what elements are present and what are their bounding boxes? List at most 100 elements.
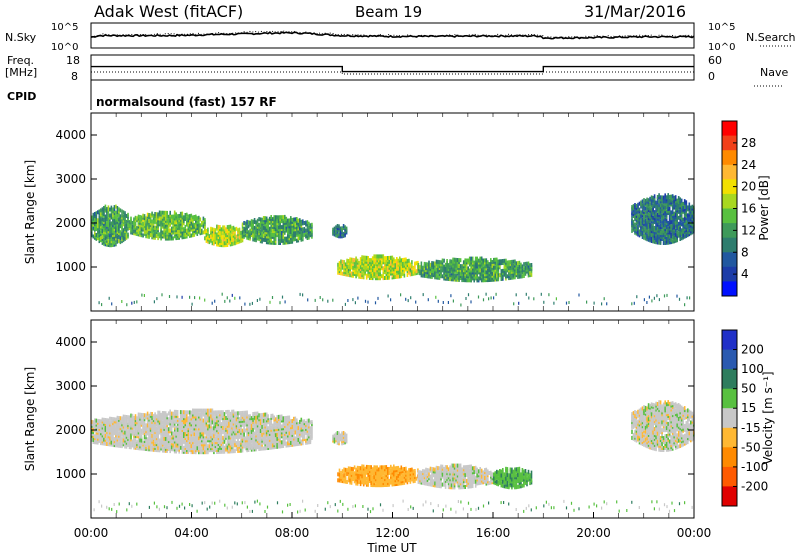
data-cell	[253, 225, 256, 230]
data-cell	[456, 258, 459, 262]
data-cell	[217, 238, 220, 243]
data-cell	[468, 256, 471, 261]
data-cell	[252, 427, 254, 432]
data-cell	[634, 210, 636, 215]
data-cell	[181, 295, 183, 299]
data-cell	[644, 198, 647, 203]
data-cell	[270, 232, 272, 237]
data-cell	[101, 217, 104, 222]
data-cell	[237, 238, 239, 243]
data-cell	[379, 272, 381, 277]
data-cell	[181, 211, 184, 216]
data-cell	[241, 234, 244, 239]
data-cell	[647, 212, 650, 217]
data-cell	[414, 271, 416, 276]
data-cell	[349, 273, 351, 278]
data-cell	[243, 226, 245, 231]
data-cell	[133, 229, 135, 234]
data-cell	[294, 223, 297, 228]
data-cell	[161, 230, 164, 235]
data-cell	[157, 442, 159, 447]
data-cell	[214, 424, 217, 429]
data-cell	[336, 224, 339, 228]
data-cell	[222, 435, 224, 440]
data-cell	[265, 224, 268, 229]
data-cell	[374, 266, 377, 271]
data-cell	[635, 203, 638, 208]
data-cell	[689, 296, 691, 300]
data-cell	[139, 438, 141, 443]
data-cell	[169, 232, 171, 237]
data-cell	[91, 223, 93, 228]
data-cell	[428, 270, 430, 275]
data-cell	[115, 234, 117, 239]
data-cell	[677, 231, 680, 236]
data-cell	[643, 233, 645, 238]
data-cell	[153, 300, 155, 304]
data-cell	[521, 264, 524, 269]
data-cell	[127, 440, 129, 445]
data-cell	[252, 219, 254, 224]
data-cell	[303, 232, 306, 237]
data-cell	[167, 427, 170, 432]
data-cell	[107, 418, 110, 423]
data-cell	[121, 213, 123, 218]
data-cell	[143, 214, 146, 219]
data-cell	[240, 438, 242, 443]
data-cell	[249, 228, 251, 233]
data-cell	[201, 408, 203, 413]
data-cell	[181, 433, 184, 438]
data-cell	[509, 270, 512, 274]
data-cell	[181, 231, 184, 236]
data-cell	[235, 234, 238, 239]
data-cell	[226, 225, 229, 230]
data-cell	[172, 236, 174, 241]
data-cell	[244, 410, 247, 415]
data-cell	[346, 272, 348, 277]
data-cell	[198, 444, 200, 449]
data-cell	[231, 293, 233, 297]
data-cell	[202, 224, 205, 229]
data-cell	[255, 226, 257, 231]
data-cell	[178, 429, 180, 434]
data-cell	[362, 273, 365, 278]
data-cell	[100, 419, 102, 424]
data-cell	[175, 409, 177, 414]
data-cell	[142, 233, 144, 238]
data-cell	[655, 200, 657, 205]
data-cell	[151, 211, 153, 216]
data-cell	[128, 220, 131, 225]
data-cell	[142, 440, 144, 445]
data-cell	[485, 258, 488, 263]
data-cell	[119, 416, 122, 421]
data-cell	[110, 420, 113, 425]
data-cell	[691, 230, 694, 235]
data-cell	[296, 230, 298, 235]
data-cell	[259, 229, 262, 234]
data-cell	[568, 301, 570, 304]
data-cell	[450, 294, 452, 298]
data-cell	[217, 224, 220, 229]
data-cell	[631, 205, 633, 210]
data-cell	[465, 266, 468, 271]
data-cell	[417, 260, 419, 265]
data-cell	[143, 413, 146, 418]
data-cell	[121, 442, 123, 447]
data-cell	[106, 228, 108, 233]
data-cell	[267, 226, 269, 231]
data-cell	[435, 267, 438, 272]
data-cell	[131, 439, 134, 444]
data-cell	[166, 218, 168, 223]
data-cell	[238, 440, 241, 445]
data-cell	[229, 232, 232, 237]
data-cell	[118, 238, 120, 243]
data-cell	[146, 212, 149, 217]
data-cell	[192, 436, 194, 441]
data-cell	[205, 408, 208, 413]
data-cell	[368, 266, 371, 270]
data-cell	[201, 424, 203, 429]
data-cell	[342, 231, 345, 236]
data-cell	[186, 424, 188, 429]
data-cell	[154, 434, 156, 439]
data-cell	[178, 214, 180, 218]
